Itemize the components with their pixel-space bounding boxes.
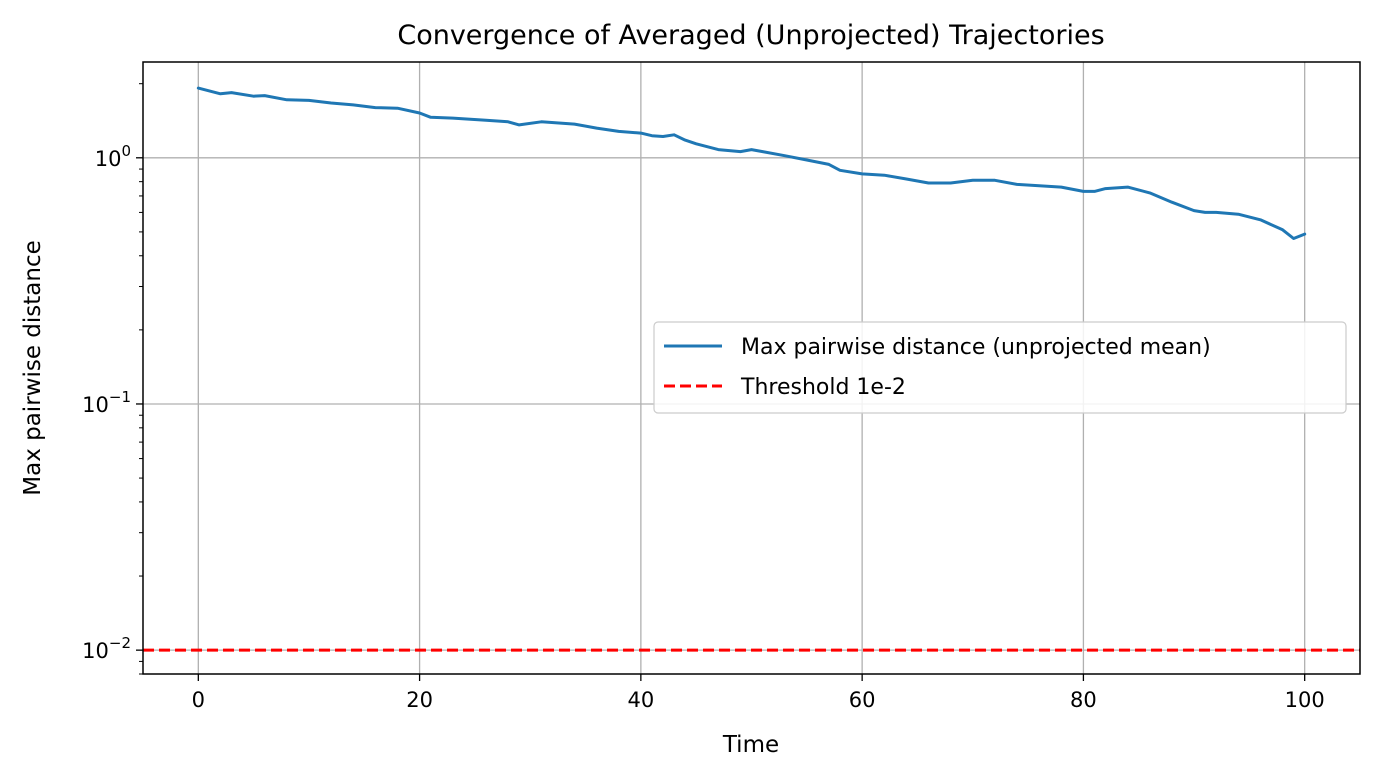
x-tick-label: 80 <box>1070 688 1097 712</box>
series-line-max-pairwise-distance <box>196 86 1307 240</box>
y-axis-label: Max pairwise distance <box>20 240 46 496</box>
x-tick-label: 0 <box>192 688 205 712</box>
x-tick-label: 100 <box>1285 688 1325 712</box>
y-axis-ticks: 10−2 10−1 100 <box>82 142 143 663</box>
x-axis-ticks: 0 20 40 60 80 100 <box>192 674 1325 712</box>
legend-label-series: Max pairwise distance (unprojected mean) <box>741 335 1211 360</box>
y-tick-label: 10−1 <box>82 388 131 417</box>
legend-label-threshold: Threshold 1e-2 <box>740 375 906 400</box>
legend-box <box>653 321 1347 414</box>
x-tick-label: 20 <box>406 688 433 712</box>
x-axis-label: Time <box>722 732 779 758</box>
y-tick-label: 10−2 <box>82 634 131 663</box>
chart-title: Convergence of Averaged (Unprojected) Tr… <box>397 20 1104 51</box>
series-layer <box>143 86 1360 652</box>
plot-frame <box>142 61 1361 675</box>
x-tick-label: 60 <box>849 688 876 712</box>
x-tick-label: 40 <box>627 688 654 712</box>
legend: Max pairwise distance (unprojected mean)… <box>653 321 1347 414</box>
y-tick-label: 100 <box>95 142 131 171</box>
